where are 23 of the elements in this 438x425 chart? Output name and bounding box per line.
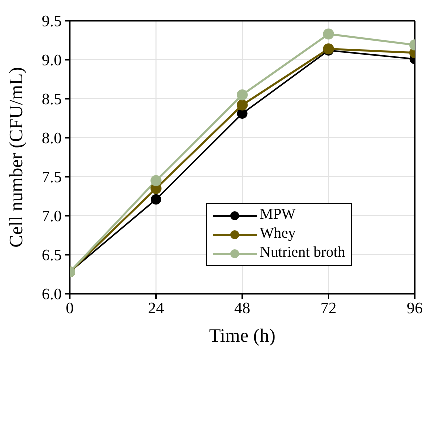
legend-label: MPW	[260, 206, 296, 225]
y-tick-label: 6.5	[42, 248, 62, 265]
y-tick-label: 9.0	[42, 52, 62, 70]
x-tick-label: 48	[234, 300, 250, 318]
y-tick-label: 7.0	[42, 208, 62, 226]
legend-label: Nutrient broth	[260, 244, 346, 263]
x-tick-label: 72	[320, 300, 337, 318]
x-tick-label: 24	[148, 300, 164, 318]
y-tick-label: 7.5	[42, 170, 62, 187]
point	[323, 28, 334, 40]
y-axis-title: Cell number (CFU/mL)	[6, 67, 28, 248]
x-tick-label: 0	[66, 300, 74, 318]
point	[150, 175, 162, 186]
point	[237, 90, 248, 101]
x-axis-title: Time (h)	[209, 326, 276, 347]
x-tick-label: 96	[407, 300, 423, 318]
y-tick-label: 8.5	[42, 92, 62, 109]
y-tick-label: 6.0	[42, 286, 62, 304]
y-tick-label: 8.0	[42, 130, 62, 148]
point	[237, 100, 248, 111]
y-tick-label: 9.5	[42, 14, 62, 31]
point	[151, 194, 162, 205]
legend-label: Whey	[260, 225, 296, 244]
